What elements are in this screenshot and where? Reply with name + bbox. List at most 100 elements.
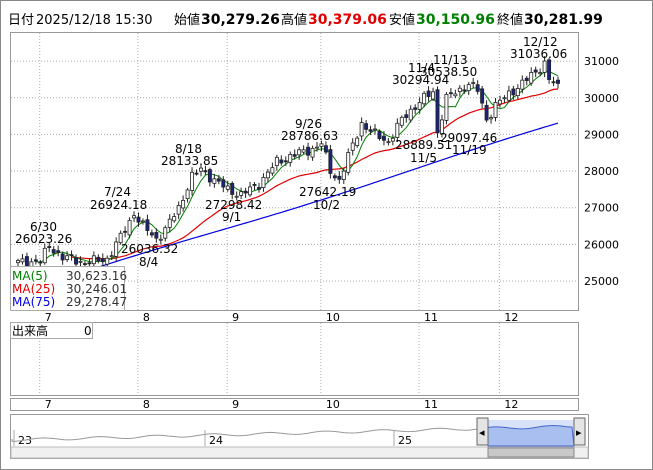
candle xyxy=(96,254,101,264)
candle xyxy=(60,251,65,265)
candle-body xyxy=(199,167,203,172)
candle xyxy=(136,212,141,227)
annotation-value: 29097.46 xyxy=(440,131,497,145)
candle xyxy=(176,201,181,220)
candle-body xyxy=(207,169,212,183)
candle-body xyxy=(381,135,386,141)
header-high-label: 高値 xyxy=(281,12,307,28)
candle xyxy=(373,124,377,135)
candle xyxy=(270,162,275,176)
candle xyxy=(190,167,195,196)
candle xyxy=(319,140,324,152)
candle xyxy=(114,237,119,262)
candle xyxy=(395,118,400,143)
candle-body xyxy=(136,216,141,223)
candle xyxy=(149,229,154,238)
candle-body xyxy=(105,257,110,265)
y-tick-label: 27000 xyxy=(584,202,619,215)
candle xyxy=(381,131,386,146)
candle-body xyxy=(87,262,92,265)
nav-scrollbar-thumb[interactable] xyxy=(487,447,575,458)
candle-body xyxy=(373,128,377,131)
annotation-date: 9/1 xyxy=(222,210,241,224)
candle-body xyxy=(261,177,266,189)
candle xyxy=(279,155,284,166)
nav-handle[interactable] xyxy=(573,417,586,446)
candle xyxy=(297,146,302,160)
candle xyxy=(265,168,270,183)
candle-body xyxy=(24,256,29,267)
candle xyxy=(274,154,279,171)
header-low-value: 30,150.96 xyxy=(416,12,495,28)
candles xyxy=(16,56,560,274)
candle-body xyxy=(404,114,409,119)
candle-body xyxy=(551,81,556,84)
candle-body xyxy=(239,191,244,196)
candle xyxy=(185,187,190,203)
candle-body xyxy=(457,87,462,92)
annotations: 6/3026023.267/2426924.1826036.328/48/182… xyxy=(15,35,567,269)
candle xyxy=(484,100,489,123)
header-high-value: 30,379.06 xyxy=(308,12,387,28)
candle xyxy=(292,149,297,160)
candle-body xyxy=(364,123,369,130)
candle xyxy=(453,89,458,99)
candle-body xyxy=(556,79,560,84)
candle xyxy=(51,246,56,257)
candle xyxy=(551,76,556,87)
nav-scrollbar[interactable] xyxy=(10,446,589,459)
candle xyxy=(33,254,38,265)
candle-body xyxy=(493,102,498,118)
candle-body xyxy=(417,102,422,110)
annotation-date: 8/18 xyxy=(175,142,202,156)
candle-body xyxy=(127,219,132,236)
candle-body xyxy=(462,89,467,92)
candle-body xyxy=(538,72,543,75)
candle-body xyxy=(386,141,391,144)
candle xyxy=(78,256,83,267)
candle-body xyxy=(292,154,297,157)
candle-body xyxy=(60,253,65,261)
candle-body xyxy=(65,255,70,260)
candle xyxy=(529,67,534,86)
candle-body xyxy=(489,117,494,120)
candle-body xyxy=(265,171,270,179)
y-tick-label: 29000 xyxy=(584,128,619,141)
candle xyxy=(404,109,409,123)
candle xyxy=(377,129,382,141)
candle xyxy=(216,174,221,185)
volume-label-box xyxy=(10,322,93,339)
candle xyxy=(475,80,480,95)
annotation-date: 11/19 xyxy=(452,143,487,157)
candle-body xyxy=(377,131,382,139)
candle-body xyxy=(216,178,221,182)
volume-value: 0 xyxy=(84,324,92,338)
legend-value: 29,278.47 xyxy=(66,295,127,309)
ma25-line xyxy=(71,88,559,260)
candle xyxy=(547,57,552,84)
candle-body xyxy=(506,90,511,101)
candle xyxy=(140,218,145,225)
annotation-date: 9/26 xyxy=(295,117,322,131)
candle xyxy=(123,226,128,238)
ma-legend xyxy=(10,266,125,311)
candle xyxy=(199,164,203,177)
candle xyxy=(158,234,163,245)
annotation-date: 7/24 xyxy=(104,185,131,199)
nav-handle[interactable] xyxy=(476,417,489,446)
candle xyxy=(506,85,511,103)
candle-body xyxy=(301,149,306,153)
candle xyxy=(399,115,404,129)
candle-body xyxy=(145,219,150,231)
candle-body xyxy=(328,149,333,174)
candle xyxy=(328,144,333,179)
candle xyxy=(154,228,159,243)
candle-body xyxy=(426,90,431,97)
candle xyxy=(87,258,92,267)
candle-body xyxy=(315,146,319,149)
candle xyxy=(194,169,199,176)
candle-body xyxy=(109,255,114,258)
candle-body xyxy=(248,186,253,196)
candle-body xyxy=(475,84,480,92)
